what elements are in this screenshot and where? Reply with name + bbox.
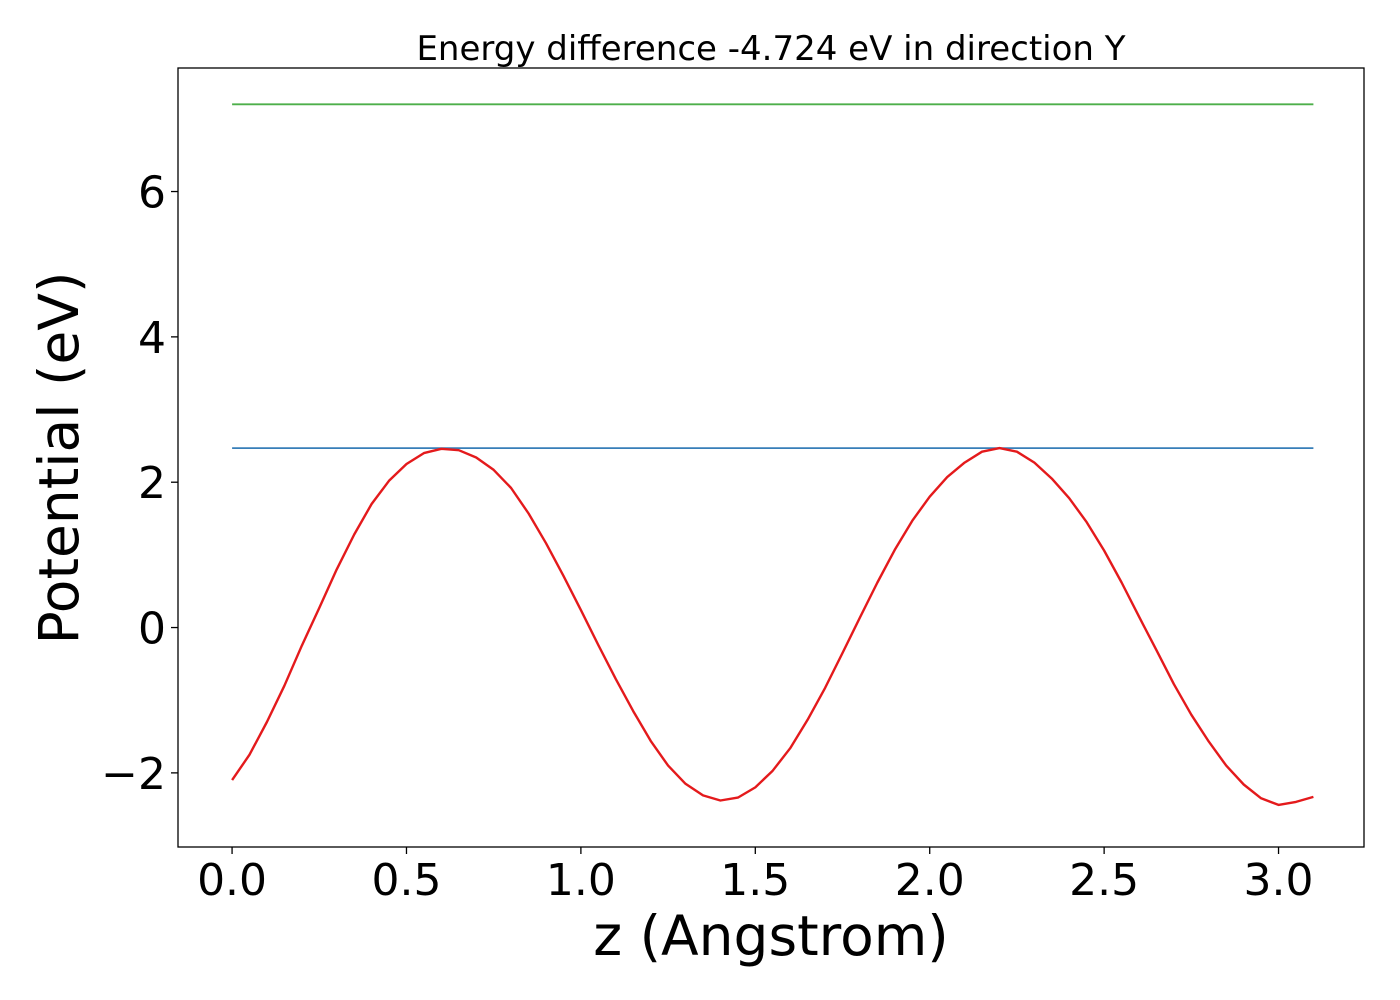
x-tick-label: 1.5 <box>720 855 790 906</box>
x-tick-label: 2.0 <box>895 855 965 906</box>
x-axis-label: z (Angstrom) <box>593 904 949 968</box>
potential-line <box>231 446 1314 807</box>
y-tick-label: −2 <box>101 749 166 800</box>
chart-title: Energy difference -4.724 eV in direction… <box>416 29 1125 69</box>
y-axis-ticks: −2 0 2 4 6 <box>101 168 178 800</box>
series-layer <box>231 103 1314 807</box>
y-tick-label: 4 <box>138 313 166 364</box>
plot-area-frame <box>177 67 1365 848</box>
x-tick-label: 0.5 <box>371 855 441 906</box>
x-tick-label: 0.0 <box>197 855 267 906</box>
y-axis-label: Potential (eV) <box>27 272 91 645</box>
x-tick-label: 1.0 <box>546 855 616 906</box>
x-axis-ticks: 0.0 0.5 1.0 1.5 2.0 2.5 3.0 <box>197 847 1314 906</box>
y-tick-label: 2 <box>138 458 166 509</box>
y-tick-label: 0 <box>138 604 166 655</box>
x-tick-label: 3.0 <box>1244 855 1314 906</box>
y-tick-label: 6 <box>138 168 166 219</box>
x-tick-label: 2.5 <box>1069 855 1139 906</box>
